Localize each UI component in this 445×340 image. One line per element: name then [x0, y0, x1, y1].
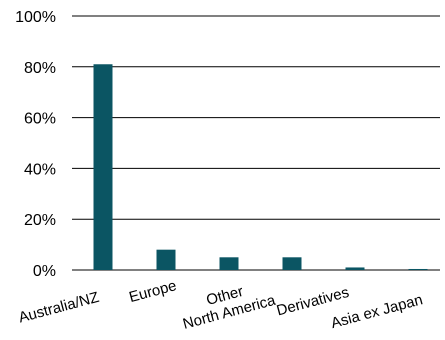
bar-europe: [156, 249, 176, 270]
bar-north-america: [282, 257, 302, 270]
y-tick-label: 20%: [24, 212, 56, 229]
y-axis-ticks: 0% 20% 40% 60% 80% 100%: [15, 9, 56, 280]
gridlines: [72, 15, 440, 271]
x-category-label: Australia/NZ: [17, 289, 101, 327]
bar-asia-ex-japan: [408, 268, 428, 270]
y-tick-label: 80%: [24, 60, 56, 77]
x-category-label-line: Europe: [127, 277, 178, 306]
x-category-label: Europe: [127, 277, 178, 306]
bar-australia-nz: [93, 64, 113, 270]
y-tick-label: 100%: [15, 9, 56, 26]
y-tick-label: 0%: [33, 263, 56, 280]
x-category-label-line: Australia/NZ: [17, 289, 101, 327]
y-tick-label: 60%: [24, 111, 56, 128]
x-category-label: OtherNorth America: [177, 275, 278, 333]
bar-other: [219, 257, 239, 270]
bar-derivatives: [345, 267, 365, 270]
bars: [93, 64, 428, 270]
y-tick-label: 40%: [24, 161, 56, 178]
x-axis-labels: Australia/NZ Europe OtherNorth AmericaDeri…: [17, 275, 425, 333]
